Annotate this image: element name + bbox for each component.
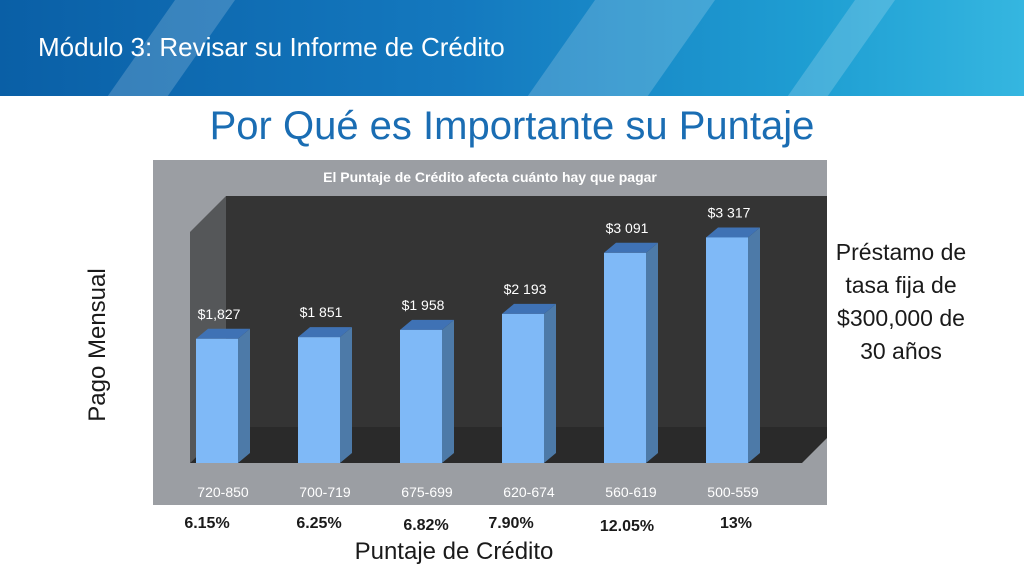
slide-title: Por Qué es Importante su Puntaje (209, 104, 815, 148)
bar-value-label: $2 193 (504, 281, 547, 297)
bar-side (442, 319, 454, 463)
interest-rate-label: 13% (719, 515, 753, 532)
bar-top (502, 303, 556, 314)
interest-rate-label: 6.25% (296, 515, 342, 532)
bar (502, 313, 544, 463)
bar-value-label: $1 851 (300, 304, 343, 320)
bar-top (196, 328, 250, 339)
x-tick-label: 500-559 (707, 484, 759, 500)
x-tick-label: 620-674 (503, 484, 555, 500)
bar-value-label: $3 091 (606, 220, 649, 236)
bar-value-label: $1,827 (198, 306, 241, 322)
x-axis-label: Puntaje de Crédito (354, 538, 554, 565)
slide-header: Módulo 3: Revisar su Informe de Crédito (0, 0, 1024, 96)
bar (196, 338, 238, 463)
module-title: Módulo 3: Revisar su Informe de Crédito (38, 32, 505, 62)
bar-value-label: $1 958 (402, 297, 445, 313)
interest-rate-label: 6.82% (403, 517, 449, 534)
interest-rate-label: 6.15% (184, 515, 230, 532)
bar-chart: $1,827 720-850 $1 851 700-719 $1 958 675-699 $… (190, 196, 827, 500)
bar (400, 329, 442, 463)
bar-side (544, 303, 556, 463)
bar-top (706, 227, 760, 238)
x-tick-label: 720-850 (197, 484, 249, 500)
y-axis-label: Pago Mensual (84, 268, 111, 422)
bar-side (238, 328, 250, 463)
bar-side (646, 242, 658, 463)
bar-side (748, 227, 760, 463)
chart-panel: $1,827 720-850 $1 851 700-719 $1 958 675-699 $… (153, 160, 827, 505)
bar (706, 237, 748, 463)
x-tick-label: 560-619 (605, 484, 657, 500)
x-tick-label: 675-699 (401, 484, 453, 500)
x-tick-label: 700-719 (299, 484, 351, 500)
bar-value-label: $3 317 (708, 204, 751, 220)
interest-rate-label: 12.05% (599, 518, 655, 535)
interest-rate-label: 7.90% (488, 515, 534, 532)
bar-top (400, 319, 454, 330)
bar-top (298, 327, 352, 338)
bar (298, 337, 340, 463)
loan-note: Préstamo de tasa fija de $300,000 de 30 … (835, 239, 967, 364)
chart-title: El Puntaje de Crédito afecta cuánto hay … (323, 169, 657, 185)
bar-side (340, 327, 352, 463)
bar (604, 252, 646, 463)
header-decoration (770, 0, 910, 96)
bar-top (604, 242, 658, 253)
header-decoration (510, 0, 730, 96)
